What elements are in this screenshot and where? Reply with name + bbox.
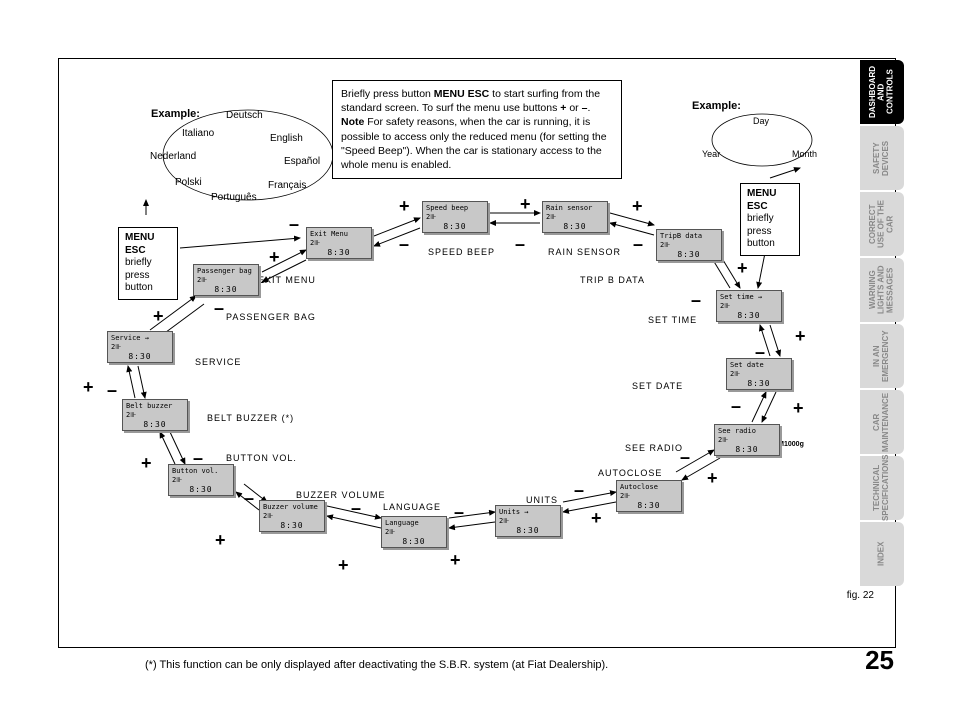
lang-italiano: Italiano bbox=[182, 128, 214, 139]
plus-icon: + bbox=[520, 194, 531, 215]
lang-deutsch: Deutsch bbox=[226, 110, 263, 121]
lcd-passenger_bag: Passenger bag2⊪8:30 bbox=[193, 264, 259, 296]
label-service: SERVICE bbox=[195, 357, 241, 367]
lcd-buzzer_vol: Buzzer volume2⊪8:30 bbox=[259, 500, 325, 532]
lcd-language: Language2⊪8:30 bbox=[381, 516, 447, 548]
menu-esc-text-left: briefly press button bbox=[125, 257, 153, 293]
plus-icon: + bbox=[707, 468, 718, 489]
plus-icon: + bbox=[737, 258, 748, 279]
date-day: Day bbox=[753, 116, 769, 126]
label-set_date: SET DATE bbox=[632, 381, 683, 391]
minus-icon: – bbox=[515, 234, 525, 255]
lcd-set_time: Set time →2⊪8:30 bbox=[716, 290, 782, 322]
plus-icon: + bbox=[632, 196, 643, 217]
tab-warning[interactable]: WARNING LIGHTS AND MESSAGES bbox=[860, 258, 904, 322]
lcd-belt_buzzer: Belt buzzer2⊪8:30 bbox=[122, 399, 188, 431]
menu-esc-title-right: MENU ESC bbox=[747, 188, 776, 212]
info-or: or bbox=[566, 102, 581, 114]
plus-icon: + bbox=[450, 550, 461, 571]
tab-dashboard[interactable]: DASHBOARD AND CONTROLS bbox=[860, 60, 904, 124]
lcd-tripb: TripB data2⊪8:30 bbox=[656, 229, 722, 261]
minus-icon: – bbox=[244, 488, 254, 509]
lang-nederland: Nederland bbox=[150, 151, 196, 162]
label-speed_beep: SPEED BEEP bbox=[428, 247, 495, 257]
footnote: (*) This function can be only displayed … bbox=[145, 659, 608, 671]
plus-icon: + bbox=[83, 377, 94, 398]
plus-icon: + bbox=[215, 530, 226, 551]
info-box: Briefly press button MENU ESC to start s… bbox=[332, 80, 622, 179]
minus-icon: – bbox=[574, 480, 584, 501]
date-month: Month bbox=[792, 149, 817, 159]
label-tripb: TRIP B DATA bbox=[580, 275, 645, 285]
info-note-text: For safety reasons, when the car is runn… bbox=[341, 116, 607, 171]
label-language: LANGUAGE bbox=[383, 502, 441, 512]
lang-français: Français bbox=[268, 180, 306, 191]
info-end: . bbox=[587, 102, 590, 114]
minus-icon: – bbox=[289, 214, 299, 235]
lcd-service: Service →2⊪8:30 bbox=[107, 331, 173, 363]
plus-icon: + bbox=[141, 453, 152, 474]
menu-esc-title-left: MENU ESC bbox=[125, 232, 154, 256]
tab-index[interactable]: INDEX bbox=[860, 522, 904, 586]
tab-emergency[interactable]: IN AN EMERGENCY bbox=[860, 324, 904, 388]
page-number: 25 bbox=[865, 645, 894, 676]
minus-icon: – bbox=[351, 498, 361, 519]
label-passenger_bag: PASSENGER BAG bbox=[226, 312, 316, 322]
lcd-autoclose: Autoclose2⊪8:30 bbox=[616, 480, 682, 512]
label-rain_sensor: RAIN SENSOR bbox=[548, 247, 621, 257]
label-autoclose: AUTOCLOSE bbox=[598, 468, 662, 478]
tab-maintenance[interactable]: CAR MAINTENANCE bbox=[860, 390, 904, 454]
lang-português: Português bbox=[211, 192, 257, 203]
menu-esc-box-right: MENU ESC briefly press button bbox=[740, 183, 800, 256]
date-year: Year bbox=[702, 149, 720, 159]
minus-icon: – bbox=[193, 448, 203, 469]
minus-icon: – bbox=[633, 234, 643, 255]
tab-tech-spec[interactable]: TECHNICAL SPECIFICATIONS bbox=[860, 456, 904, 520]
label-button_vol: BUTTON VOL. bbox=[226, 453, 297, 463]
example-label-right: Example: bbox=[692, 100, 741, 112]
minus-icon: – bbox=[214, 298, 224, 319]
plus-icon: + bbox=[153, 306, 164, 327]
minus-icon: – bbox=[107, 380, 117, 401]
menu-esc-box-left: MENU ESC briefly press button bbox=[118, 227, 178, 300]
lcd-units: Units →2⊪8:30 bbox=[495, 505, 561, 537]
lcd-rain_sensor: Rain sensor2⊪8:30 bbox=[542, 201, 608, 233]
info-l1-pre: Briefly press button bbox=[341, 88, 434, 100]
lcd-speed_beep: Speed beep2⊪8:30 bbox=[422, 201, 488, 233]
info-note-bold: Note bbox=[341, 116, 364, 128]
label-buzzer_vol: BUZZER VOLUME bbox=[296, 490, 386, 500]
minus-icon: – bbox=[731, 396, 741, 417]
minus-icon: – bbox=[454, 502, 464, 523]
plus-icon: + bbox=[591, 508, 602, 529]
lang-polski: Polski bbox=[175, 177, 202, 188]
minus-icon: – bbox=[755, 342, 765, 363]
figure-label: fig. 22 bbox=[847, 590, 874, 601]
menu-esc-text-right: briefly press button bbox=[747, 213, 775, 249]
minus-icon: – bbox=[691, 290, 701, 311]
tab-safety[interactable]: SAFETY DEVICES bbox=[860, 126, 904, 190]
lang-english: English bbox=[270, 133, 303, 144]
example-label-left: Example: bbox=[151, 108, 200, 120]
info-menu-esc: MENU ESC bbox=[434, 88, 489, 100]
plus-icon: + bbox=[793, 398, 804, 419]
label-set_time: SET TIME bbox=[648, 315, 697, 325]
plus-icon: + bbox=[795, 326, 806, 347]
plus-icon: + bbox=[269, 247, 280, 268]
lcd-see_radio: See radio2⊪8:30 bbox=[714, 424, 780, 456]
minus-icon: – bbox=[680, 447, 690, 468]
minus-icon: – bbox=[399, 234, 409, 255]
plus-icon: + bbox=[399, 196, 410, 217]
lcd-exit_menu: Exit Menu2⊪8:30 bbox=[306, 227, 372, 259]
label-units: UNITS bbox=[526, 495, 558, 505]
plus-icon: + bbox=[338, 555, 349, 576]
label-exit_menu: EXIT MENU bbox=[258, 275, 316, 285]
sidebar-tabs: DASHBOARD AND CONTROLS SAFETY DEVICES CO… bbox=[860, 60, 904, 588]
label-belt_buzzer: BELT BUZZER (*) bbox=[207, 413, 294, 423]
tab-correct-use[interactable]: CORRECT USE OF THE CAR bbox=[860, 192, 904, 256]
label-see_radio: SEE RADIO bbox=[625, 443, 683, 453]
lang-español: Español bbox=[284, 156, 320, 167]
